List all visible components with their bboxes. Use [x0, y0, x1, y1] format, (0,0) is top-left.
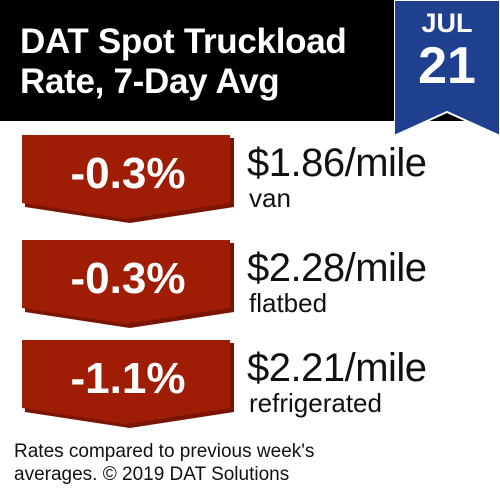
down-arrow-shape [22, 135, 234, 223]
footnote-line-1: Rates compared to previous week's [14, 441, 315, 462]
ribbon-shape [394, 0, 500, 136]
equipment-type: van [249, 183, 291, 213]
rate-price: $2.28/mile [247, 246, 427, 290]
date-day: 21 [418, 37, 476, 95]
change-arrow: -0.3% [22, 240, 234, 328]
title-line-2: Rate, 7-Day Avg [20, 62, 280, 101]
change-percent: -0.3% [70, 254, 186, 303]
change-arrow: -1.1% [22, 340, 234, 428]
footnote-line-2: averages. © 2019 DAT Solutions [14, 464, 290, 485]
down-arrow-shape [22, 240, 234, 328]
rate-price: $1.86/mile [247, 141, 427, 185]
equipment-type: flatbed [249, 288, 328, 318]
rate-row-van: -0.3% $1.86/mile van [0, 135, 500, 225]
footnote: Rates compared to previous week's averag… [14, 440, 490, 486]
change-percent: -0.3% [70, 149, 186, 198]
rate-price: $2.21/mile [247, 346, 427, 390]
date-month: JUL [421, 8, 473, 38]
title-line-1: DAT Spot Truckload [20, 22, 347, 61]
rate-row-flatbed: -0.3% $2.28/mile flatbed [0, 240, 500, 330]
equipment-type: refrigerated [249, 388, 382, 418]
change-percent: -1.1% [70, 354, 186, 403]
rate-row-refrigerated: -1.1% $2.21/mile refrigerated [0, 340, 500, 430]
date-badge: JUL 21 [394, 0, 500, 136]
page-title: DAT Spot Truckload Rate, 7-Day Avg [20, 22, 380, 102]
change-arrow: -0.3% [22, 135, 234, 223]
down-arrow-shape [22, 340, 234, 428]
